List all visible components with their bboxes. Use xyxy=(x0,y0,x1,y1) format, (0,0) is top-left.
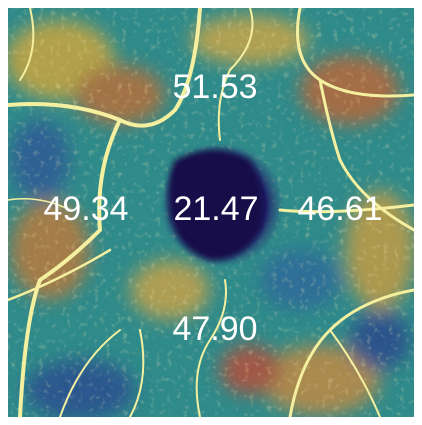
vessels xyxy=(8,8,414,417)
nasal-density: 46.61 xyxy=(297,190,382,228)
central-density: 21.47 xyxy=(173,190,258,228)
temporal-density: 49.34 xyxy=(43,190,128,228)
superior-density: 51.53 xyxy=(172,68,257,106)
image-area xyxy=(8,8,414,417)
inferior-density: 47.90 xyxy=(172,310,257,348)
